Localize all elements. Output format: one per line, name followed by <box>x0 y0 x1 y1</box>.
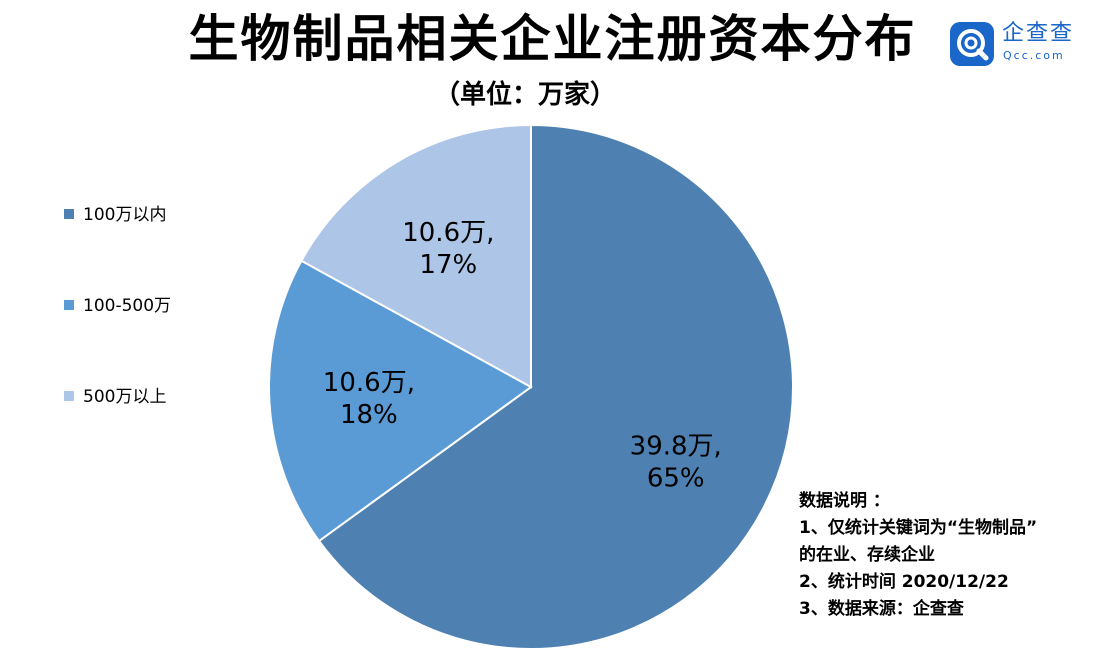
legend-item: 100万以内 <box>64 205 166 225</box>
notes-line: 1、仅统计关键词为“生物制品” <box>799 518 1038 538</box>
notes-heading: 数据说明 ： <box>799 491 890 511</box>
legend-swatch <box>64 391 74 401</box>
legend-label: 100万以内 <box>83 205 167 225</box>
pie-labels: 39.8万, 65% 10.6万, 18% 10.6万, 17% <box>323 218 722 494</box>
notes-line: 2、统计时间 2020/12/22 <box>799 572 1009 592</box>
legend-label: 100-500万 <box>83 296 172 316</box>
notes-line: 的在业、存续企业 <box>799 545 935 565</box>
slice-data-label: 10.6万, 17% <box>402 218 494 280</box>
chart-title: 生物制品相关企业注册资本分布 <box>188 10 917 68</box>
brand-logo: 企查查 Qcc.com <box>950 20 1090 68</box>
data-notes: 数据说明 ： 1、仅统计关键词为“生物制品” 的在业、存续企业 2、统计时间 2… <box>799 488 1037 623</box>
pie-slice <box>317 123 794 650</box>
notes-line: 3、数据来源：企查查 <box>799 599 964 619</box>
logo-name: 企查查 <box>1002 21 1075 46</box>
pie-slice <box>300 123 532 389</box>
chart-subtitle: （单位：万家） <box>433 80 616 110</box>
pie-slice <box>268 259 533 543</box>
legend-item: 500万以上 <box>64 387 166 407</box>
slice-data-label: 10.6万, 18% <box>323 368 415 430</box>
logo-domain: Qcc.com <box>1003 49 1065 62</box>
legend-item: 100-500万 <box>64 296 171 316</box>
legend-swatch <box>64 300 74 310</box>
slice-data-label: 39.8万, 65% <box>630 432 722 494</box>
qcc-logo-icon <box>950 22 994 66</box>
legend-label: 500万以上 <box>83 387 167 407</box>
legend-swatch <box>64 209 74 219</box>
pie-slices <box>268 123 794 650</box>
